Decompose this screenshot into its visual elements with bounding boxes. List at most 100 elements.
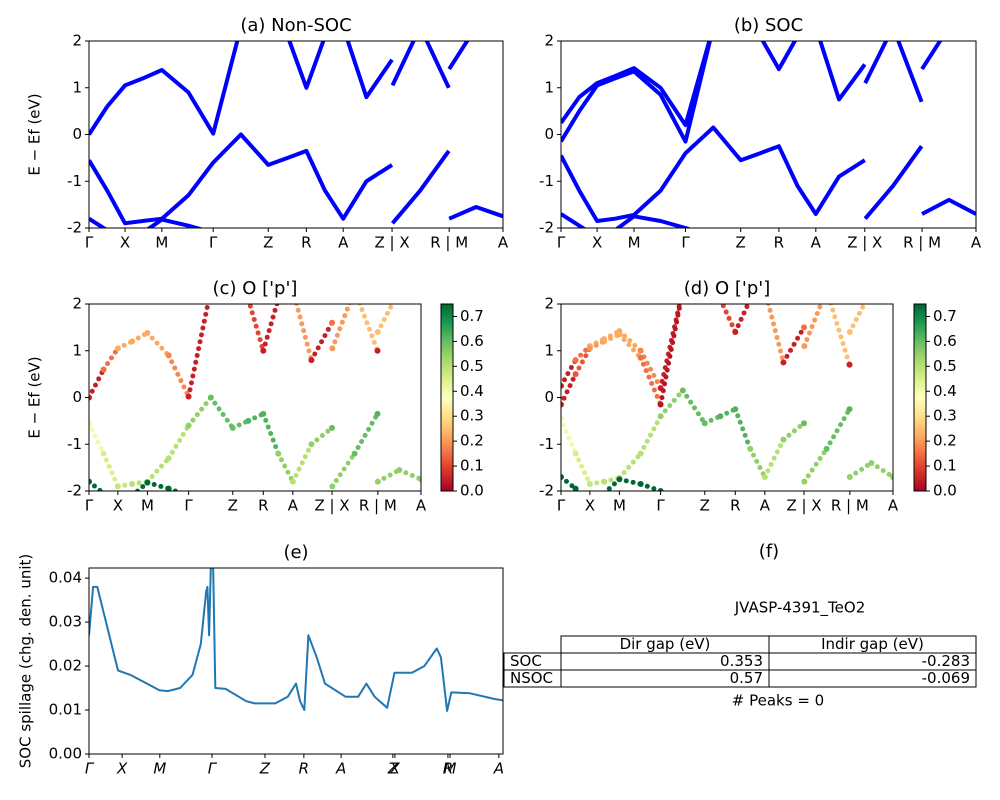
band-trace: [801, 304, 824, 349]
column-header: Dir gap (eV): [620, 635, 711, 653]
band-point: [657, 488, 664, 491]
plot-area: [89, 568, 503, 712]
x-tick-label: Γ: [656, 497, 665, 515]
band-line: [287, 41, 470, 100]
y-tick-label: 2: [72, 295, 82, 313]
x-tick-label: Γ: [208, 760, 218, 778]
band-point: [374, 410, 381, 417]
axes-title: (c) O ['p']: [213, 278, 298, 299]
y-tick-label: 0.02: [49, 657, 82, 675]
x-tick-label: M: [613, 497, 626, 515]
y-tick-label: -2: [67, 219, 82, 237]
x-tick-label: Z | X: [374, 234, 409, 252]
band-point: [732, 329, 739, 336]
band-point: [601, 338, 608, 345]
axes: (d) O ['p'] -2 -1 0 1 2 Γ X M Γ Z R A Z | X R | M A 0.0 0…: [539, 278, 957, 515]
band-trace: [847, 304, 868, 335]
x-tick-label: X: [116, 760, 128, 778]
x-tick-label: A: [416, 497, 427, 515]
axes: (b) SOC -2 -1 0 1 2 Γ X M Γ Z R A Z | X R | M A: [539, 15, 982, 252]
band-point: [586, 345, 593, 352]
band-point: [374, 347, 381, 354]
axes-frame: [560, 303, 894, 492]
band-trace: [329, 451, 358, 489]
band-trace: [293, 304, 314, 363]
x-tick-label: A: [493, 760, 504, 778]
band-point: [144, 329, 151, 336]
band-point: [801, 343, 808, 350]
x-tick-label: M: [153, 760, 166, 778]
band-point: [308, 357, 315, 364]
band-point: [208, 502, 214, 508]
band-point: [114, 483, 121, 490]
x-tick-label: M: [444, 760, 457, 778]
colorbar-tick-label: 0.0: [460, 482, 484, 500]
colorbar-tick-label: 0.1: [460, 457, 484, 475]
x-tick-label: R: [443, 760, 453, 778]
band-trace: [762, 437, 786, 480]
x-tick-label: Γ: [209, 234, 218, 252]
y-tick-label: 2: [544, 32, 554, 50]
column-header: Indir gap (eV): [821, 635, 924, 653]
band-trace: [561, 474, 579, 491]
x-tick-label: R: [730, 497, 740, 515]
x-tick-label: Z: [736, 234, 746, 252]
y-tick-label: -1: [539, 172, 554, 190]
band-trace: [561, 416, 579, 457]
x-tick-label: Γ: [184, 497, 193, 515]
band-trace: [329, 304, 352, 351]
x-tick-label: A: [335, 760, 346, 778]
band-point: [275, 450, 282, 457]
band-point: [701, 420, 708, 427]
x-tick-label: M: [628, 234, 641, 252]
band-trace: [308, 320, 335, 363]
panel-title: (f): [759, 541, 779, 562]
band-point: [185, 422, 192, 429]
band-point: [329, 424, 336, 431]
x-tick-label: R | M: [430, 234, 468, 252]
band-trace: [573, 451, 593, 487]
band-trace: [824, 406, 853, 452]
x-tick-label: R: [301, 234, 311, 252]
axes: (a) Non-SOC -2 -1 0 1 2 Γ X M Γ Z R A Z | X R | M A E − …: [26, 15, 509, 252]
colorbar-tick-label: 0.7: [933, 307, 957, 325]
band-point: [657, 401, 664, 408]
band-point: [114, 345, 121, 352]
x-tick-label: R: [258, 497, 268, 515]
band-point: [801, 324, 808, 331]
band-point: [637, 480, 644, 487]
band-point: [260, 410, 267, 417]
x-tick-label: Γ: [85, 497, 94, 515]
y-tick-label: 0: [72, 388, 82, 406]
band-point: [329, 319, 336, 326]
band-trace: [396, 467, 421, 482]
band-point: [801, 420, 808, 427]
x-tick-label: A: [971, 234, 982, 252]
row-header: SOC: [510, 652, 542, 670]
band-line: [89, 41, 240, 136]
y-tick-label: -2: [539, 482, 554, 500]
band-line: [760, 41, 943, 103]
band-point: [308, 441, 315, 448]
x-tick-label: R: [299, 760, 309, 778]
plot-area: [89, 304, 421, 508]
x-tick-label: A: [288, 497, 299, 515]
colorbar-tick-label: 0.5: [460, 357, 484, 375]
x-tick-label: Z: [700, 497, 710, 515]
band-point: [561, 473, 564, 480]
band-line: [561, 125, 976, 223]
band-trace: [352, 411, 381, 457]
band-point: [185, 393, 192, 400]
band-point: [616, 476, 623, 483]
band-point: [229, 424, 236, 431]
band-trace: [166, 423, 192, 461]
band-trace: [828, 304, 853, 368]
y-tick-label: 0.03: [49, 613, 82, 631]
band-trace: [208, 395, 236, 431]
band-point: [586, 480, 593, 487]
y-tick-label: 1: [544, 341, 554, 359]
band-point: [637, 450, 644, 457]
axes-title: (d) O ['p']: [684, 278, 770, 299]
band-point: [890, 473, 893, 480]
band-trace: [89, 420, 107, 457]
